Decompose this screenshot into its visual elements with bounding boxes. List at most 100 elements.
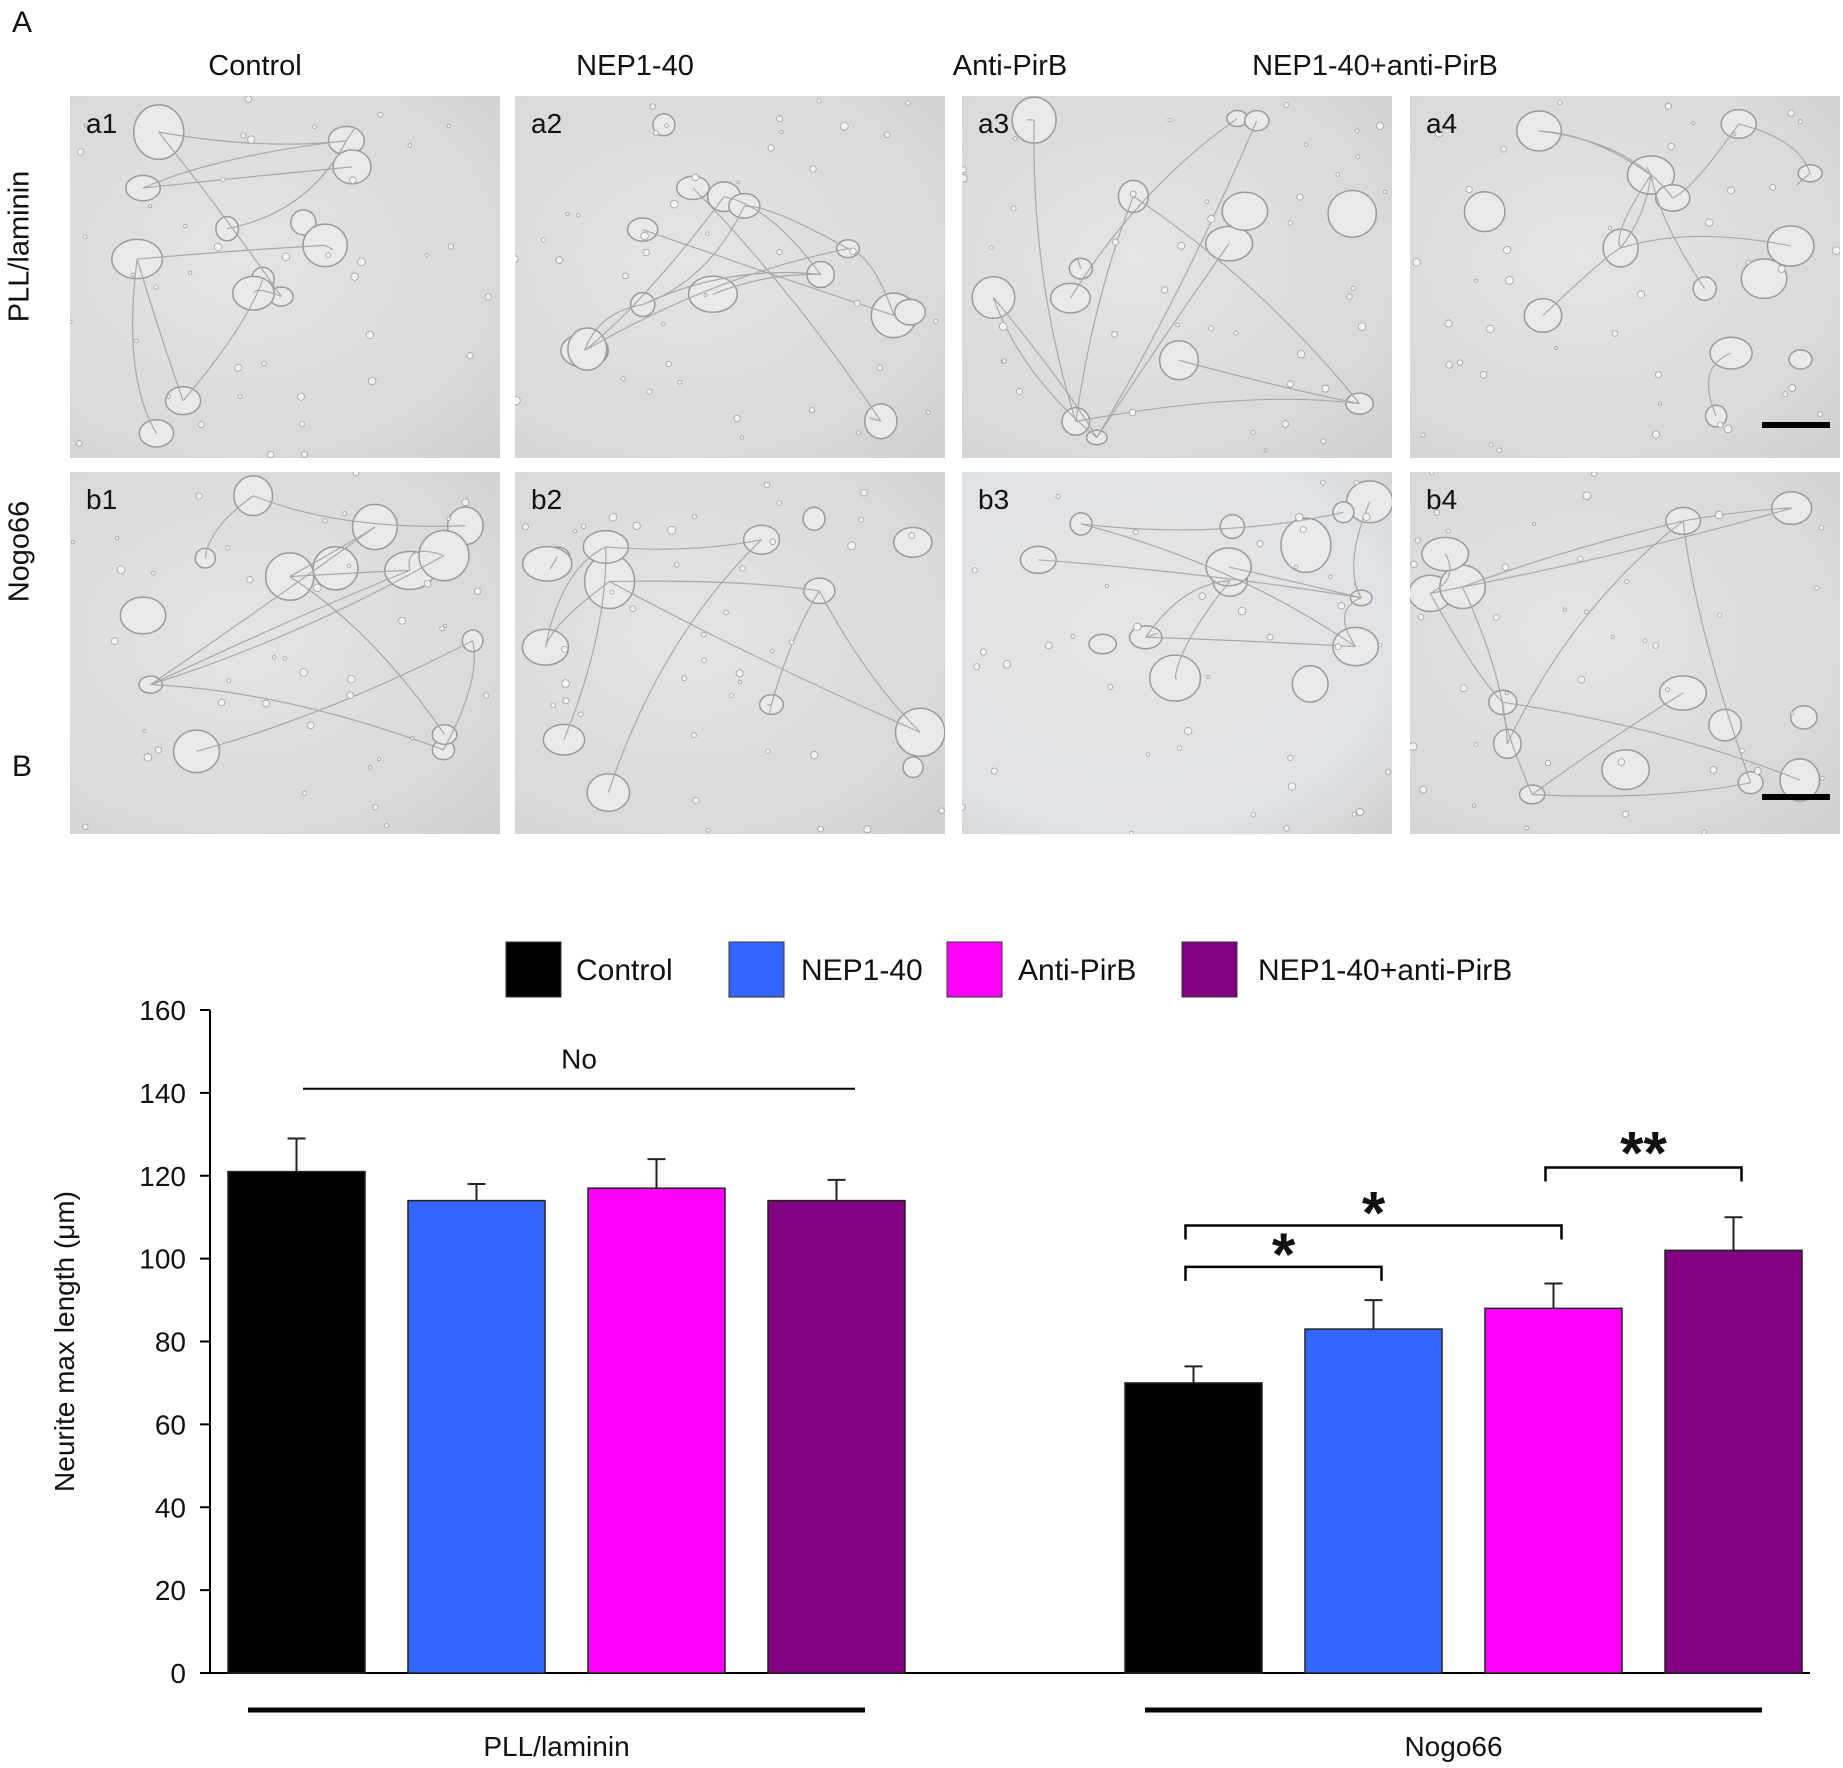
debris-dot — [1496, 447, 1503, 454]
neurite — [712, 273, 821, 295]
debris-dot — [1777, 265, 1786, 273]
chart-legend: Control NEP1-40 Anti-PirB NEP1-40+anti-PirB — [505, 941, 1512, 998]
debris-dot — [515, 255, 519, 263]
neurite — [1038, 559, 1362, 599]
neurite — [544, 581, 610, 648]
debris-dot — [70, 319, 73, 325]
debris-dot — [1161, 286, 1169, 294]
debris-dot — [1133, 622, 1142, 632]
cell-body — [1737, 771, 1764, 795]
micrograph-texture — [1410, 472, 1825, 834]
neurite — [182, 278, 264, 402]
cell-body — [1704, 404, 1728, 428]
debris-dot — [213, 242, 223, 252]
debris-dot — [484, 293, 492, 301]
debris-dot — [1797, 119, 1803, 125]
debris-dot — [424, 253, 429, 258]
neurite — [1228, 566, 1362, 599]
neurite — [227, 140, 347, 230]
debris-dot — [398, 616, 406, 625]
cell-body — [215, 215, 240, 242]
cell-body — [1797, 164, 1823, 183]
legend-label: Anti-PirB — [1018, 954, 1136, 987]
debris-dot — [788, 639, 795, 646]
debris-dot — [1433, 509, 1441, 516]
debris-dot — [858, 516, 865, 523]
debris-dot — [377, 757, 381, 762]
cell-body — [894, 707, 945, 758]
debris-dot — [1582, 491, 1592, 501]
debris-dot — [1351, 811, 1357, 817]
debris-dot — [1591, 472, 1598, 478]
neurite — [289, 576, 446, 735]
cell-body — [119, 596, 167, 635]
debris-dot — [1753, 767, 1762, 775]
debris-dot — [1010, 205, 1017, 212]
debris-dot — [197, 421, 205, 428]
debris-dot — [649, 103, 656, 110]
debris-dot — [1002, 659, 1012, 669]
debris-dot — [1584, 609, 1589, 615]
debris-dot — [372, 804, 379, 811]
debris-dot — [1376, 122, 1385, 130]
micrograph-tag: b1 — [86, 484, 118, 515]
neurite — [1145, 580, 1231, 638]
debris-dot — [1652, 642, 1659, 649]
cell-body — [1463, 190, 1506, 233]
debris-dot — [299, 668, 308, 677]
neurite — [137, 244, 326, 260]
cell-body — [893, 298, 927, 326]
debris-dot — [664, 123, 669, 128]
debris-dot — [816, 98, 822, 104]
debris-dot — [281, 252, 291, 261]
legend-swatch — [505, 941, 562, 998]
neurite — [544, 546, 607, 648]
neurite — [289, 569, 410, 578]
cell-body — [1280, 517, 1332, 574]
neurite — [1069, 117, 1238, 299]
cell-body — [802, 506, 826, 532]
debris-dot — [322, 518, 328, 524]
cell-body — [1019, 545, 1057, 575]
debris-dot — [1617, 758, 1626, 766]
debris-dot — [71, 540, 76, 545]
micrograph-texture — [1412, 100, 1840, 454]
cell-body — [586, 773, 631, 812]
debris-dot — [1817, 411, 1824, 418]
neurite — [1145, 632, 1158, 638]
debris-dot — [776, 500, 783, 506]
debris-dot — [1420, 432, 1426, 438]
debris-dot — [853, 300, 861, 307]
debris-dot — [1263, 448, 1268, 453]
micrograph-tag: b3 — [978, 484, 1010, 515]
debris-dot — [646, 388, 653, 395]
debris-dot — [384, 823, 389, 829]
debris-dot — [1145, 752, 1151, 757]
debris-dot — [1624, 579, 1630, 585]
debris-dot — [357, 257, 366, 267]
debris-dot — [1167, 117, 1172, 123]
debris-dot — [522, 523, 529, 531]
debris-dot — [1820, 776, 1825, 781]
debris-dot — [188, 270, 193, 275]
debris-dot — [723, 609, 729, 616]
debris-dot — [609, 589, 615, 595]
neurite — [605, 539, 762, 550]
debris-dot — [443, 623, 448, 628]
debris-dot — [736, 180, 741, 185]
debris-dot — [1283, 825, 1290, 832]
debris-dot — [1745, 259, 1751, 265]
y-tick-label: 160 — [139, 995, 186, 1026]
neurite — [1461, 586, 1508, 744]
debris-dot — [261, 360, 267, 367]
cell-body — [172, 729, 221, 774]
cell-body — [542, 723, 586, 756]
debris-dot — [905, 100, 911, 106]
debris-dot — [580, 523, 587, 529]
cell-body — [312, 545, 359, 591]
debris-dot — [691, 173, 700, 182]
neurite — [1075, 398, 1360, 423]
debris-dot — [765, 748, 771, 755]
y-axis: 0 20 40 60 80 100 120 140 160 Neurite max length … — [49, 995, 1810, 1689]
debris-dot — [466, 352, 474, 360]
